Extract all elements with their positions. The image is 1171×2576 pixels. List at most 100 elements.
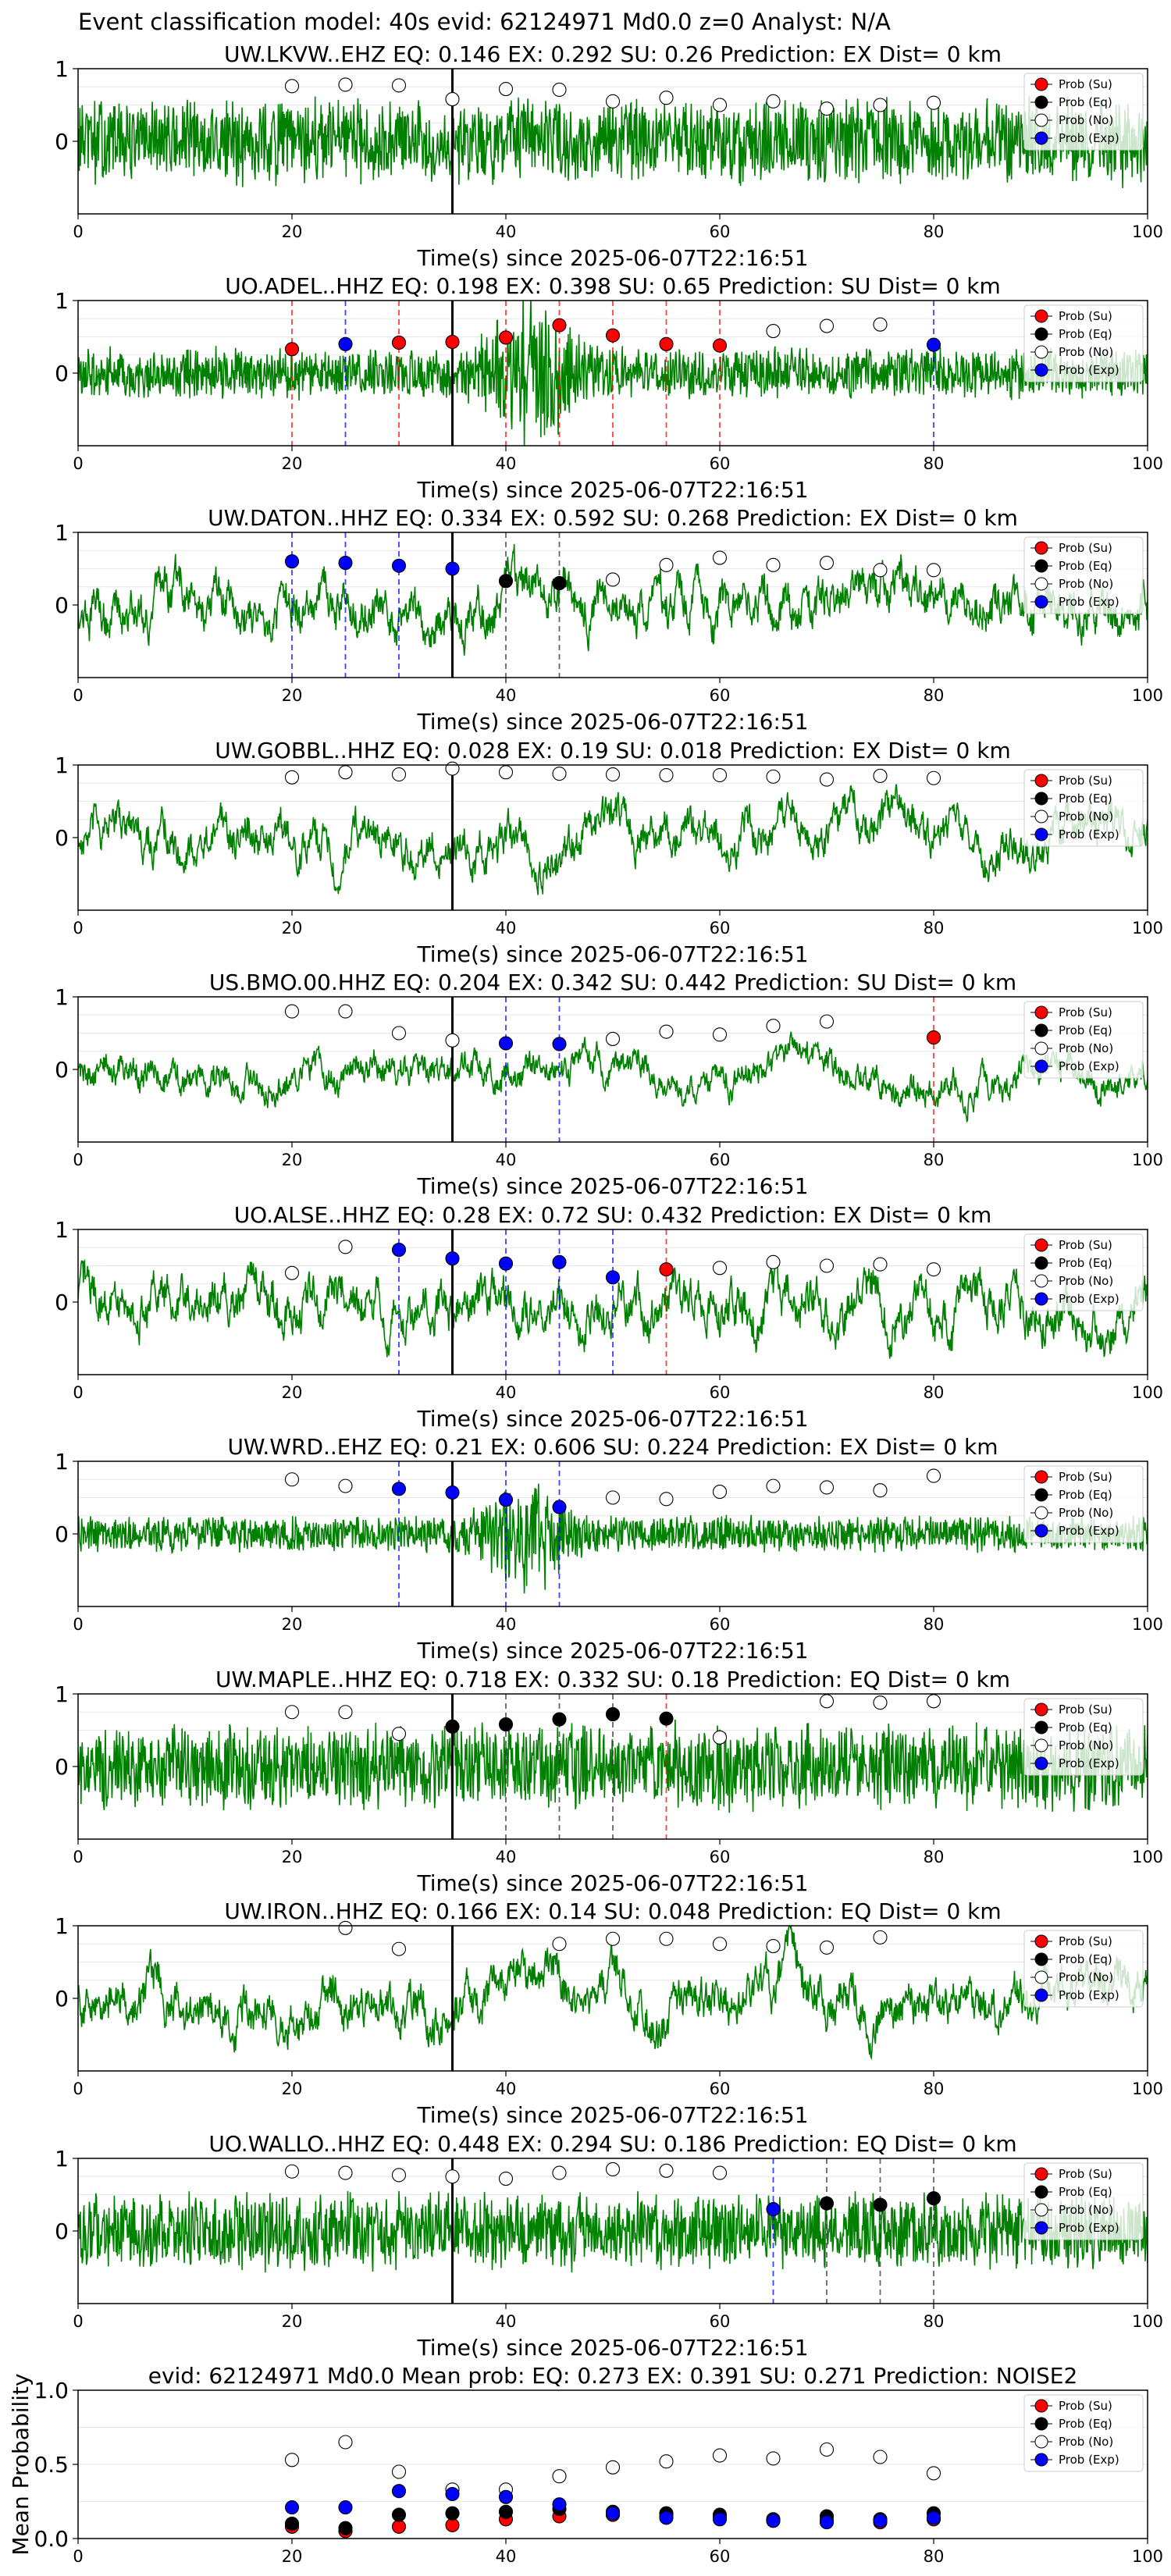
prob-marker-no [819, 1480, 835, 1495]
legend-marker-eq [1034, 559, 1048, 573]
prob-marker-no [766, 94, 781, 109]
legend-box [1023, 1001, 1144, 1079]
waveform-line [78, 1258, 1148, 1359]
x-tick-label: 100 [1132, 454, 1163, 473]
x-tick-label: 60 [710, 1848, 731, 1866]
prob-marker-no [605, 767, 621, 782]
prob-marker-no [819, 1258, 835, 1273]
legend-marker-eq [1034, 1256, 1048, 1270]
prob-marker-su [605, 328, 621, 343]
x-tick-label: 0 [73, 2080, 83, 2098]
x-tick-label: 0 [73, 2547, 83, 2566]
y-tick-label: 0 [55, 2218, 69, 2244]
x-tick-label: 40 [496, 1383, 517, 1402]
waveform-line [78, 543, 1148, 656]
prob-marker-su [498, 330, 514, 345]
prob-marker-no [659, 1931, 674, 1946]
x-tick-label: 60 [710, 1615, 731, 1634]
x-tick-label: 40 [496, 222, 517, 241]
prob-marker-eq [552, 1712, 567, 1727]
legend-marker-eq [1034, 1023, 1048, 1037]
prob-marker-no [712, 1730, 728, 1745]
legend-label-exp: Prob (Exp) [1059, 131, 1119, 145]
x-tick-label: 80 [924, 2547, 945, 2566]
prob-marker-no [766, 324, 781, 339]
prob-marker-no [659, 767, 674, 783]
legend-label-su: Prob (Su) [1059, 1005, 1112, 1019]
legend-marker-eq [1034, 327, 1048, 341]
y-tick-label: 0.5 [34, 2452, 69, 2478]
prob-marker-no [712, 1485, 728, 1500]
prob-marker-no [766, 1938, 781, 1954]
prob-marker-exp [552, 1500, 567, 1514]
prob-marker-no [338, 1920, 353, 1935]
panel-1: UW.LKVW..EHZ EQ: 0.146 EX: 0.292 SU: 0.2… [55, 41, 1163, 271]
prob-marker-no [498, 765, 514, 780]
x-tick-label: 40 [496, 1848, 517, 1866]
x-tick-label: 80 [924, 686, 945, 705]
legend-label-no: Prob (No) [1059, 1041, 1113, 1055]
x-tick-label: 20 [282, 919, 303, 938]
panel-title: UW.IRON..HHZ EQ: 0.166 EX: 0.14 SU: 0.04… [224, 1898, 1001, 1924]
prob-marker-no [926, 2466, 941, 2481]
x-tick-label: 100 [1132, 1383, 1163, 1402]
legend-label-exp: Prob (Exp) [1059, 1524, 1119, 1538]
x-tick-label: 0 [73, 222, 83, 241]
legend-label-no: Prob (No) [1059, 1738, 1113, 1752]
legend-label-no: Prob (No) [1059, 577, 1113, 591]
x-axis-label: Time(s) since 2025-06-07T22:16:51 [416, 941, 808, 967]
prob-marker-no [873, 1930, 888, 1944]
prob-marker-su [445, 334, 460, 350]
x-tick-label: 80 [924, 1848, 945, 1866]
prob-marker-no [712, 767, 728, 783]
prob-marker-no [659, 557, 674, 572]
axes-frame [77, 1925, 1148, 2072]
prob-marker-exp [712, 2512, 728, 2527]
prob-marker-no [605, 1031, 621, 1046]
legend-label-su: Prob (Su) [1059, 1238, 1112, 1252]
y-tick-label: 1 [55, 56, 69, 82]
legend-box [1023, 73, 1144, 151]
prob-marker-no [819, 556, 835, 571]
legend-marker-no [1034, 345, 1048, 359]
x-tick-label: 40 [496, 1615, 517, 1634]
prob-marker-exp [391, 1482, 407, 1496]
prob-marker-exp [659, 2510, 674, 2525]
prob-marker-no [819, 318, 835, 333]
prob-marker-no [712, 1261, 728, 1276]
legend-marker-su [1034, 309, 1048, 323]
x-tick-label: 60 [710, 2080, 731, 2098]
prob-marker-no [712, 2165, 728, 2180]
prob-marker-exp [284, 554, 300, 569]
x-tick-label: 80 [924, 454, 945, 473]
prob-marker-no [766, 2451, 781, 2466]
x-tick-label: 80 [924, 2312, 945, 2331]
legend-marker-no [1034, 2435, 1048, 2449]
legend-label-no: Prob (No) [1059, 2203, 1113, 2217]
prob-marker-eq [926, 2191, 941, 2206]
legend-marker-eq [1034, 792, 1048, 806]
panel-title: UO.ADEL..HHZ EQ: 0.198 EX: 0.398 SU: 0.6… [225, 273, 1001, 299]
legend-marker-no [1034, 1970, 1048, 1984]
legend-label-no: Prob (No) [1059, 113, 1113, 127]
prob-marker-eq [284, 2516, 300, 2532]
legend-label-su: Prob (Su) [1059, 2167, 1112, 2181]
legend-marker-eq [1034, 1720, 1048, 1735]
prob-marker-exp [498, 1493, 514, 1507]
prob-marker-eq [445, 2506, 460, 2521]
waveform-line [78, 1926, 1148, 2061]
x-tick-label: 60 [710, 1151, 731, 1169]
prob-marker-su [445, 2517, 460, 2532]
legend-marker-no [1034, 1506, 1048, 1520]
prob-marker-eq [338, 2521, 353, 2535]
legend-marker-su [1034, 1238, 1048, 1252]
prob-marker-no [391, 1727, 407, 1742]
x-tick-label: 40 [496, 2312, 517, 2331]
x-tick-label: 0 [73, 2312, 83, 2331]
legend-marker-exp [1034, 2453, 1048, 2467]
prob-marker-no [873, 317, 888, 332]
x-axis-label: Time(s) since 2025-06-07T22:16:51 [416, 1173, 808, 1199]
x-axis-label: Time(s) since 2025-06-07T22:16:51 [416, 2102, 808, 2128]
legend-label-eq: Prob (Eq) [1059, 2185, 1112, 2199]
legend-box [1023, 769, 1144, 847]
